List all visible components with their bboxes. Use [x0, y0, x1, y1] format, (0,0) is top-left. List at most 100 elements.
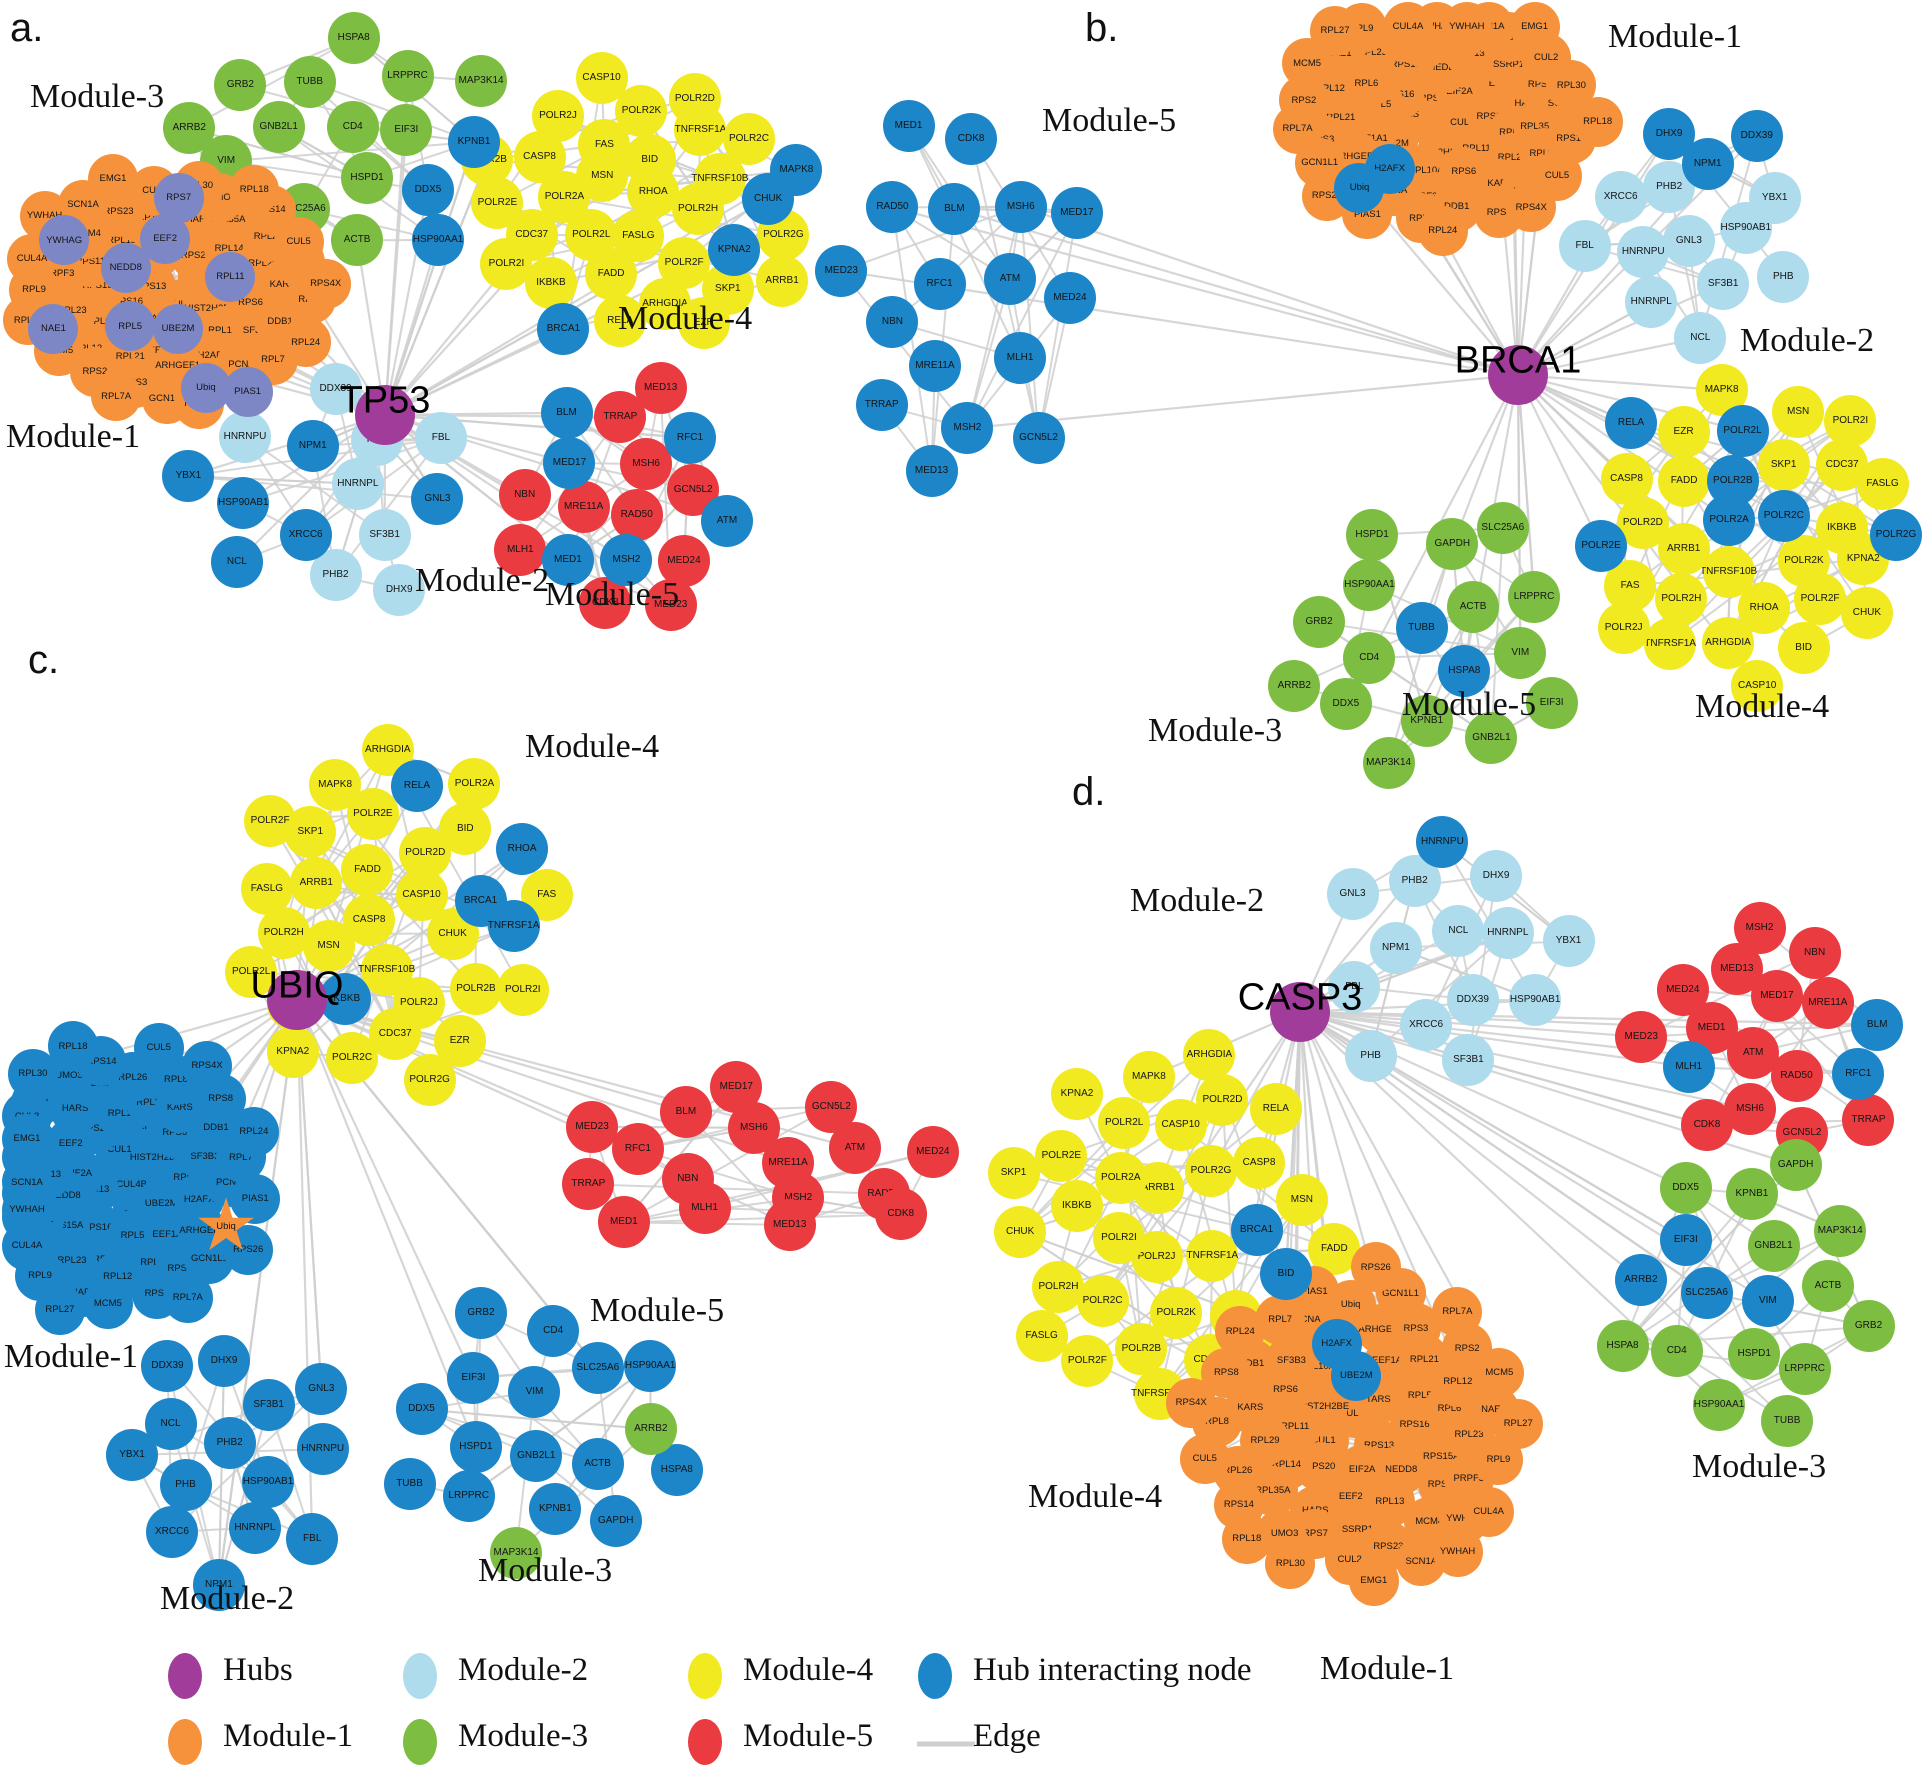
node-label: RPL18 [239, 184, 269, 196]
node-map3k14: MAP3K14 [1814, 1204, 1867, 1257]
node-label: RPL24 [1428, 225, 1458, 237]
node-gnl3: GNL3 [1326, 868, 1379, 921]
node-label: NEDD8 [109, 262, 142, 274]
node-label: HNRNPL [337, 477, 379, 489]
node-med24: MED24 [1043, 272, 1096, 325]
node-label: NPM1 [298, 440, 327, 452]
node-rpl11: RPL11 [205, 252, 256, 303]
node-xrcc6: XRCC6 [1400, 999, 1453, 1052]
node-label: RPS8 [208, 1093, 234, 1105]
edge [1299, 1010, 1689, 1069]
node-label: POLR2C [1763, 509, 1804, 521]
node-label: POLR2J [400, 996, 438, 1008]
hub-label: UBIQ [250, 964, 344, 1007]
node-med1: MED1 [882, 99, 935, 152]
node-label: CUL5 [1544, 170, 1570, 182]
node-cul4a: CUL4A [1463, 1486, 1514, 1537]
node-ywhag: YWHAG [39, 215, 90, 266]
node-cdk8: CDK8 [945, 112, 998, 165]
node-rhoa: RHOA [496, 823, 549, 876]
node-mlh1: MLH1 [678, 1181, 731, 1234]
node-label: POLR2B [1713, 474, 1753, 486]
node-label: VIM [1511, 647, 1530, 659]
legend-label: Edge [973, 1718, 1041, 1754]
node-ncl: NCL [1674, 311, 1727, 364]
node-label: MED13 [914, 465, 949, 477]
node-label: LRPPRC [1513, 590, 1555, 602]
node-ddx5: DDX5 [395, 1383, 448, 1436]
node-cd4: CD4 [326, 100, 379, 153]
node-mapk8: MAPK8 [309, 759, 362, 812]
node-label: POLR2F [664, 256, 704, 268]
node-blm: BLM [1851, 998, 1904, 1051]
node-label: HSP90AA1 [624, 1359, 676, 1371]
node-kpnb1: KPNB1 [1725, 1168, 1778, 1221]
module-label: Module-2 [1130, 882, 1265, 919]
node-label: CASP10 [1161, 1119, 1200, 1130]
node-rps4x: RPS4X [1506, 182, 1557, 233]
node-tubb: TUBB [1761, 1395, 1814, 1448]
node-grb2: GRB2 [1293, 596, 1346, 649]
node-label: GCN1L1 [1382, 1287, 1420, 1299]
node-polr2c: POLR2C [326, 1032, 379, 1085]
edge [966, 212, 1078, 429]
node-label: RFC1 [624, 1143, 651, 1155]
node-label: POLR2G [409, 1073, 450, 1085]
node-hsp90aa1: HSP90AA1 [1693, 1378, 1746, 1431]
node-label: MAPK8 [1704, 384, 1739, 396]
node-label: VIM [525, 1385, 544, 1397]
node-skp1: SKP1 [987, 1147, 1040, 1200]
node-label: RPL7 [1268, 1314, 1293, 1326]
node-rpl18: RPL18 [229, 165, 280, 216]
node-label: GAPDH [597, 1515, 634, 1527]
node-label: TNFRSF1A [487, 920, 540, 932]
node-vim: VIM [1741, 1275, 1794, 1328]
node-label: MED23 [575, 1120, 609, 1132]
edge [383, 141, 476, 416]
node-label: ARRB1 [299, 877, 333, 889]
node-label: EIF3I [1539, 697, 1564, 709]
node-fadd: FADD [341, 844, 394, 897]
edge [384, 327, 564, 416]
node-label: GCN5L2 [811, 1100, 851, 1112]
node-label: NCL [160, 1417, 181, 1429]
node-gapdh: GAPDH [1769, 1139, 1822, 1192]
node-msn: MSN [1772, 386, 1825, 439]
node-arrb1: ARRB1 [290, 857, 343, 910]
node-mlh1: MLH1 [1662, 1040, 1715, 1093]
node-msh6: MSH6 [620, 438, 673, 491]
node-hnrnpu: HNRNPU [1617, 225, 1670, 278]
legend-label: Module-4 [743, 1652, 874, 1688]
node-label: TUBB [296, 75, 324, 87]
edge [1060, 1155, 1213, 1258]
node-label: MED23 [1624, 1030, 1658, 1042]
node-label: CD4 [342, 120, 363, 132]
edge [1517, 374, 1603, 547]
edge [1467, 875, 1498, 1061]
node-label: POLR2E [477, 197, 518, 209]
node-rpl7a: RPL7A [91, 371, 142, 422]
node-label: RPL9 [22, 284, 46, 296]
node-label: GNB2L1 [1754, 1240, 1793, 1252]
node-label: RPL24 [291, 336, 321, 348]
node-label: POLR2B [456, 983, 496, 995]
node-label: MED17 [1760, 990, 1794, 1002]
edge [1299, 1010, 1878, 1026]
node-rpl24: RPL24 [280, 317, 331, 368]
node-sf3b1: SF3B1 [358, 508, 411, 561]
node-label: ATM [1742, 1046, 1764, 1058]
node-label: EZR [1673, 425, 1694, 437]
node-label: ARHGDIA [1186, 1049, 1233, 1061]
node-label: BID [641, 154, 659, 166]
node-actb: ACTB [331, 214, 384, 267]
node-polr2h: POLR2H [1032, 1260, 1085, 1313]
edge [840, 205, 1022, 272]
node-mcm5: MCM5 [1474, 1347, 1525, 1398]
node-bid: BID [623, 134, 676, 187]
node-label: POLR2C [728, 133, 769, 145]
edge [383, 159, 489, 416]
node-label: POLR2E [1041, 1150, 1082, 1162]
legend-edge-line [917, 1741, 975, 1747]
node-label: XRCC6 [154, 1525, 189, 1537]
edge [188, 413, 386, 478]
